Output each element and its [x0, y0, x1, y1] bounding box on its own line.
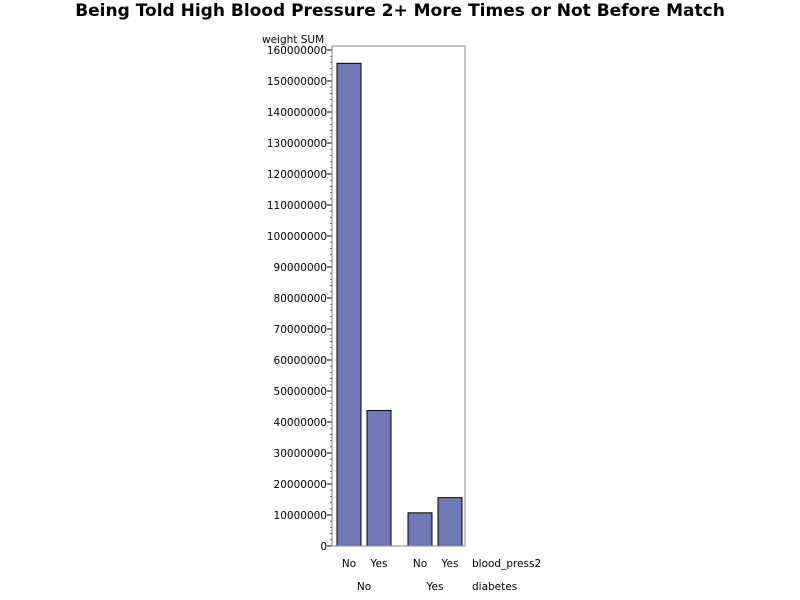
bar: [407, 512, 433, 547]
y-tick-label: 10000000: [274, 510, 327, 522]
plot-frame: [331, 45, 466, 547]
y-tick-label: 120000000: [267, 169, 327, 181]
y-tick-label: 80000000: [274, 293, 327, 305]
y-axis-label: weight SUM: [262, 34, 324, 46]
inner-variable-label: blood_press2: [472, 558, 541, 570]
y-tick-label: 160000000: [267, 45, 327, 57]
y-tick-label: 110000000: [267, 200, 327, 212]
y-tick-label: 40000000: [274, 417, 327, 429]
y-axis: 0 10000000 20000000 30000000 40000000 5000000…: [267, 45, 333, 553]
y-tick-label: 70000000: [274, 324, 327, 336]
y-tick-label: 20000000: [274, 479, 327, 491]
x-inner-tick-label: Yes: [441, 558, 459, 570]
y-tick-label: 90000000: [274, 262, 327, 274]
chart-title: Being Told High Blood Pressure 2+ More T…: [75, 1, 725, 21]
y-tick-label: 50000000: [274, 386, 327, 398]
bar: [437, 497, 463, 547]
y-tick-label: 150000000: [267, 76, 327, 88]
x-group-label: No: [357, 581, 371, 593]
x-inner-tick-label: No: [342, 558, 356, 570]
x-inner-tick-label: No: [413, 558, 427, 570]
x-group-label: Yes: [426, 581, 444, 593]
x-inner-tick-label: Yes: [370, 558, 388, 570]
bar: [336, 62, 362, 547]
bars: [336, 62, 463, 547]
y-tick-label: 0: [320, 541, 327, 553]
y-tick-label: 140000000: [267, 107, 327, 119]
y-tick-label: 60000000: [274, 355, 327, 367]
y-tick-label: 100000000: [267, 231, 327, 243]
y-tick-label: 30000000: [274, 448, 327, 460]
y-tick-label: 130000000: [267, 138, 327, 150]
bar: [366, 410, 392, 547]
outer-variable-label: diabetes: [472, 581, 517, 593]
